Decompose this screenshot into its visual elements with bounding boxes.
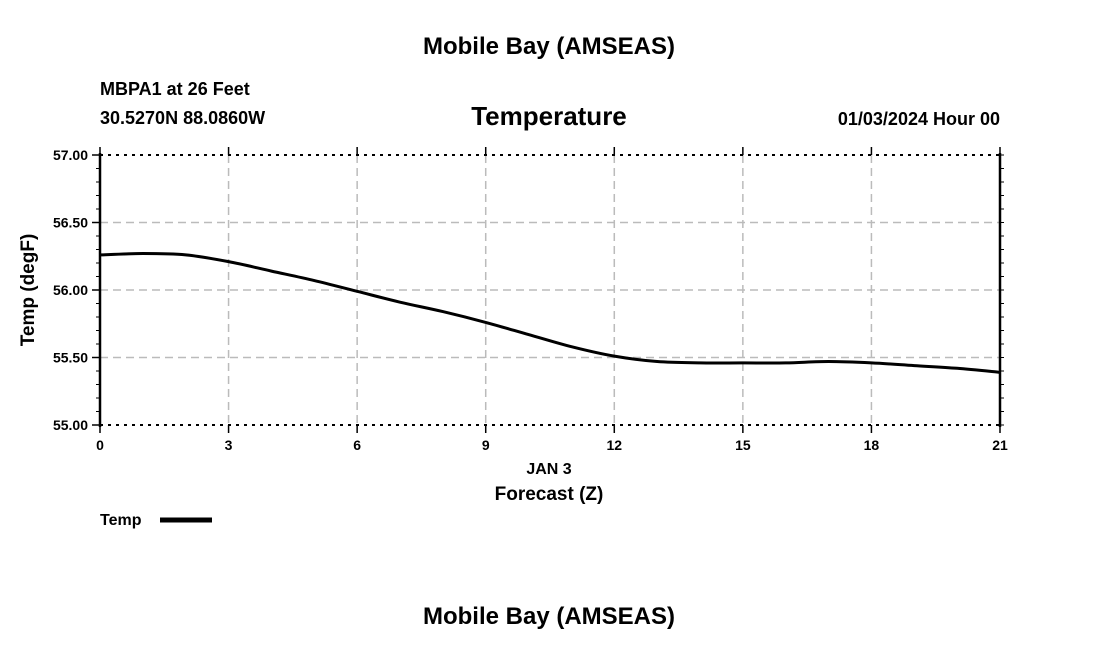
legend: Temp: [100, 512, 212, 529]
x-axis-date-label: JAN 3: [526, 461, 571, 478]
x-tick-label: 9: [482, 437, 490, 453]
coords-label: 30.5270N 88.0860W: [100, 108, 265, 128]
datetime-label: 01/03/2024 Hour 00: [838, 109, 1000, 129]
x-tick-label: 18: [864, 437, 880, 453]
footer-title: Mobile Bay (AMSEAS): [423, 603, 675, 630]
x-tick-label: 12: [606, 437, 622, 453]
axes: [92, 147, 1004, 433]
y-axis-label: Temp (degF): [18, 234, 39, 347]
y-tick-label: 56.00: [53, 282, 88, 298]
x-tick-label: 0: [96, 437, 104, 453]
variable-title: Temperature: [471, 101, 627, 131]
x-axis-label: Forecast (Z): [495, 484, 604, 505]
y-tick-label: 55.00: [53, 417, 88, 433]
y-tick-label: 56.50: [53, 215, 88, 231]
series-line-temp: [99, 252, 1001, 374]
y-tick-label: 57.00: [53, 147, 88, 163]
x-tick-label: 15: [735, 437, 751, 453]
station-label: MBPA1 at 26 Feet: [100, 79, 250, 99]
legend-label: Temp: [100, 512, 142, 529]
chart-main-title: Mobile Bay (AMSEAS): [423, 33, 675, 60]
x-tick-label: 6: [353, 437, 361, 453]
x-tick-label: 21: [992, 437, 1008, 453]
grid: [100, 155, 1000, 425]
tick-labels: 0 3 6 9 12 15 18 21 55.00 55.50 56.00 56.50 57.00: [53, 147, 1008, 453]
y-tick-label: 55.50: [53, 350, 88, 366]
x-tick-label: 3: [225, 437, 233, 453]
